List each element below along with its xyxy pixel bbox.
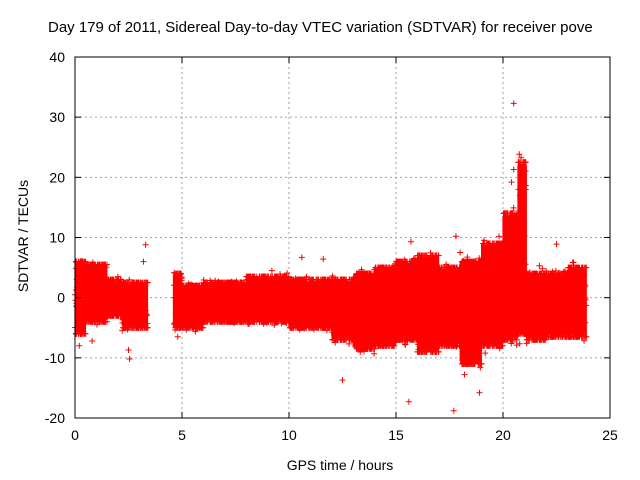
data-point	[91, 261, 98, 268]
data-point	[101, 261, 108, 268]
data-point	[482, 350, 489, 357]
data-point	[128, 324, 135, 331]
data-point	[510, 204, 517, 211]
data-point	[73, 258, 80, 265]
data-point	[128, 279, 135, 286]
data-point	[105, 276, 112, 283]
data-point	[101, 318, 108, 325]
data-point	[73, 330, 80, 337]
data-point	[513, 342, 520, 349]
data-point	[105, 312, 112, 319]
data-points	[72, 100, 590, 414]
x-axis-label: GPS time / hours	[286, 457, 394, 473]
data-point	[174, 270, 181, 277]
data-point	[496, 233, 503, 240]
chart-title: Day 179 of 2011, Sidereal Day-to-day VTE…	[48, 19, 593, 36]
data-point	[91, 318, 98, 325]
data-point	[516, 340, 523, 347]
data-point	[137, 324, 144, 331]
data-point	[137, 279, 144, 286]
data-point	[480, 237, 487, 244]
grid	[75, 57, 610, 418]
